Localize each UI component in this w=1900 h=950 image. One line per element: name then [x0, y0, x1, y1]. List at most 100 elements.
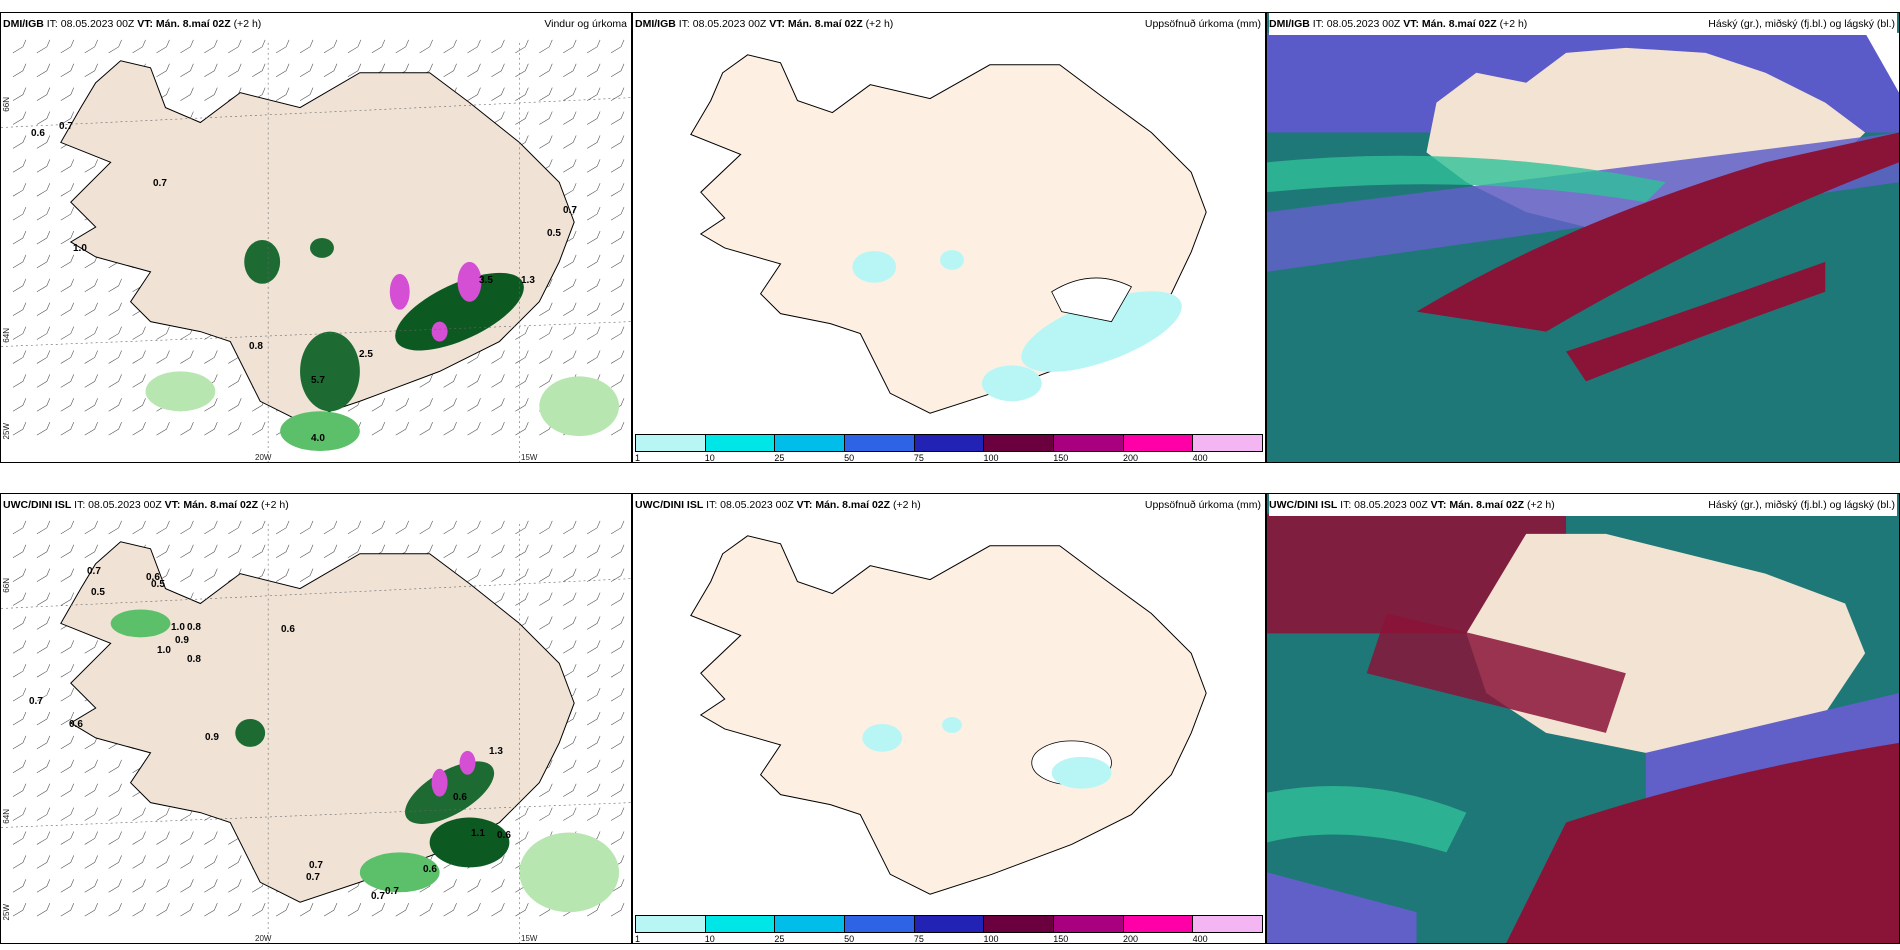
wind-barb: [586, 230, 601, 245]
wind-barb: [84, 39, 98, 54]
wind-barb: [36, 398, 51, 412]
wind-barb: [275, 63, 290, 77]
colorbar-cell: [1193, 916, 1263, 932]
wind-barb: [12, 855, 27, 869]
wind-barb: [60, 230, 75, 245]
wind-barb: [12, 640, 27, 654]
wind-barb: [467, 903, 481, 917]
wind-barb: [586, 568, 601, 582]
wind-barb: [156, 831, 170, 845]
wind-barb: [610, 350, 625, 364]
wind-barb: [12, 374, 27, 388]
colorbar-ticks: 1 10 25 50 75 100 150 200 400: [635, 453, 1263, 463]
wind-barb: [36, 664, 51, 678]
colorbar-cell: [914, 435, 985, 451]
wind-barb: [60, 759, 75, 774]
wind-barb: [36, 63, 51, 77]
wind-barb: [586, 302, 601, 316]
wind-barb: [299, 903, 314, 917]
wind-barb: [419, 398, 433, 412]
wind-barb: [36, 688, 51, 702]
wind-barb: [180, 520, 194, 535]
wind-barb: [491, 544, 505, 558]
colorbar-tick: 25: [774, 453, 785, 463]
wind-barb: [563, 664, 577, 678]
wind-value-label: 1.0: [157, 645, 171, 656]
wind-barb: [491, 374, 505, 388]
wind-barb: [84, 879, 98, 893]
wind-value-label: 0.7: [371, 891, 385, 902]
wind-barb: [539, 616, 553, 630]
wind-barb: [610, 230, 625, 245]
wind-barb: [467, 422, 481, 436]
wind-barb: [84, 831, 98, 845]
wind-barb: [84, 422, 98, 436]
colorbar-tick: 10: [704, 934, 715, 944]
lon-label: 25W: [2, 904, 11, 921]
wind-barb: [586, 807, 601, 821]
wind-barb: [132, 398, 146, 412]
wind-barb: [228, 855, 242, 869]
panel-title: Háský (gr.), miðský (fj.bl.) og lágský (…: [1708, 18, 1895, 30]
wind-barb: [36, 711, 51, 726]
wind-barb: [12, 735, 27, 750]
panel-header: DMI/IGB IT: 08.05.2023 00Z VT: Mán. 8.ma…: [635, 18, 894, 30]
wind-barb: [275, 520, 290, 535]
panel-title: Uppsöfnuð úrkoma (mm): [1144, 499, 1261, 511]
wind-barb: [12, 879, 27, 893]
wind-barb: [610, 302, 625, 316]
wind-barb: [156, 807, 170, 821]
wind-barb: [60, 568, 75, 582]
wind-barb: [323, 544, 338, 558]
wind-barb: [36, 254, 51, 269]
wind-barb: [132, 39, 146, 54]
cloud-map-uwc: [1267, 494, 1899, 943]
wind-barb: [515, 39, 529, 54]
wind-barb: [586, 350, 601, 364]
wind-barb: [36, 544, 51, 558]
wind-barb: [539, 783, 553, 797]
wind-barb: [323, 903, 338, 917]
colorbar-cell: [705, 916, 776, 932]
wind-barb: [12, 592, 27, 606]
wind-barb: [252, 63, 266, 77]
colorbar-tick: 200: [1122, 934, 1138, 944]
wind-barb: [12, 111, 27, 125]
wind-barb: [108, 326, 122, 340]
wind-barb: [132, 879, 146, 893]
wind-barb: [299, 520, 314, 535]
wind-barb: [586, 735, 601, 750]
wind-barb: [180, 831, 194, 845]
wind-barb: [610, 664, 625, 678]
wind-barb: [12, 807, 27, 821]
wind-barb: [132, 831, 146, 845]
wind-barb: [132, 903, 146, 917]
wind-barb: [515, 350, 529, 364]
wind-barb: [419, 520, 433, 535]
wind-value-label: 1.3: [521, 275, 535, 286]
wind-barb: [443, 398, 457, 412]
wind-barb: [586, 688, 601, 702]
wind-barb: [539, 807, 553, 821]
wind-barb: [36, 616, 51, 630]
lon-label: 15W: [521, 453, 538, 462]
wind-barb: [586, 111, 601, 125]
cloud-panel-uwc: UWC/DINI ISL IT: 08.05.2023 00Z VT: Mán.…: [1266, 493, 1900, 944]
wind-barb: [228, 903, 242, 917]
wind-barb: [586, 207, 601, 221]
wind-barb: [539, 63, 553, 77]
wind-barb: [419, 422, 433, 436]
wind-barb: [395, 520, 409, 535]
wind-barb: [60, 688, 75, 702]
lon-label: 20W: [255, 934, 272, 943]
wind-barb: [610, 422, 625, 436]
wind-barb: [610, 207, 625, 221]
wind-barb: [491, 422, 505, 436]
wind-barb: [108, 374, 122, 388]
wind-barb: [60, 422, 75, 436]
wind-barb: [610, 711, 625, 726]
wind-barb: [12, 688, 27, 702]
wind-barb: [12, 87, 27, 101]
wind-barb: [491, 87, 505, 101]
precip-colorbar: [635, 434, 1263, 452]
